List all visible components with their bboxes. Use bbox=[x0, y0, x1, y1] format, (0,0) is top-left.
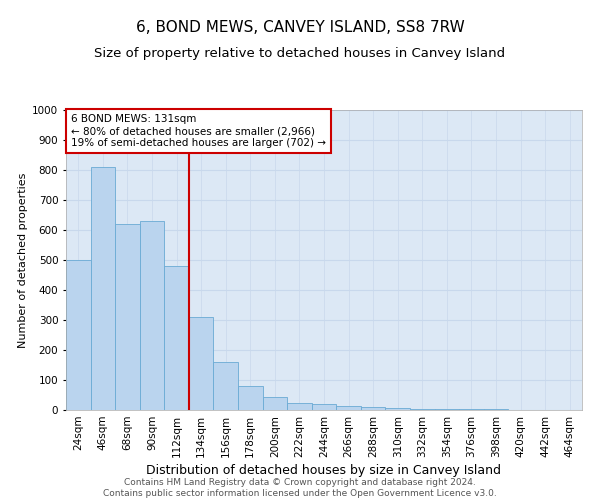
Bar bbox=[214, 362, 238, 410]
Text: 6 BOND MEWS: 131sqm
← 80% of detached houses are smaller (2,966)
19% of semi-det: 6 BOND MEWS: 131sqm ← 80% of detached ho… bbox=[71, 114, 326, 148]
Bar bbox=[385, 408, 410, 410]
Bar bbox=[336, 406, 361, 410]
Bar bbox=[410, 409, 434, 410]
Bar bbox=[361, 407, 385, 410]
Text: Contains HM Land Registry data © Crown copyright and database right 2024.
Contai: Contains HM Land Registry data © Crown c… bbox=[103, 478, 497, 498]
X-axis label: Distribution of detached houses by size in Canvey Island: Distribution of detached houses by size … bbox=[146, 464, 502, 477]
Bar bbox=[263, 396, 287, 410]
Bar bbox=[91, 167, 115, 410]
Bar bbox=[189, 317, 214, 410]
Bar bbox=[238, 386, 263, 410]
Y-axis label: Number of detached properties: Number of detached properties bbox=[18, 172, 28, 348]
Bar bbox=[115, 224, 140, 410]
Bar bbox=[66, 260, 91, 410]
Bar bbox=[287, 402, 312, 410]
Bar bbox=[434, 409, 459, 410]
Text: 6, BOND MEWS, CANVEY ISLAND, SS8 7RW: 6, BOND MEWS, CANVEY ISLAND, SS8 7RW bbox=[136, 20, 464, 35]
Bar bbox=[164, 266, 189, 410]
Bar bbox=[312, 404, 336, 410]
Bar bbox=[140, 221, 164, 410]
Text: Size of property relative to detached houses in Canvey Island: Size of property relative to detached ho… bbox=[94, 48, 506, 60]
